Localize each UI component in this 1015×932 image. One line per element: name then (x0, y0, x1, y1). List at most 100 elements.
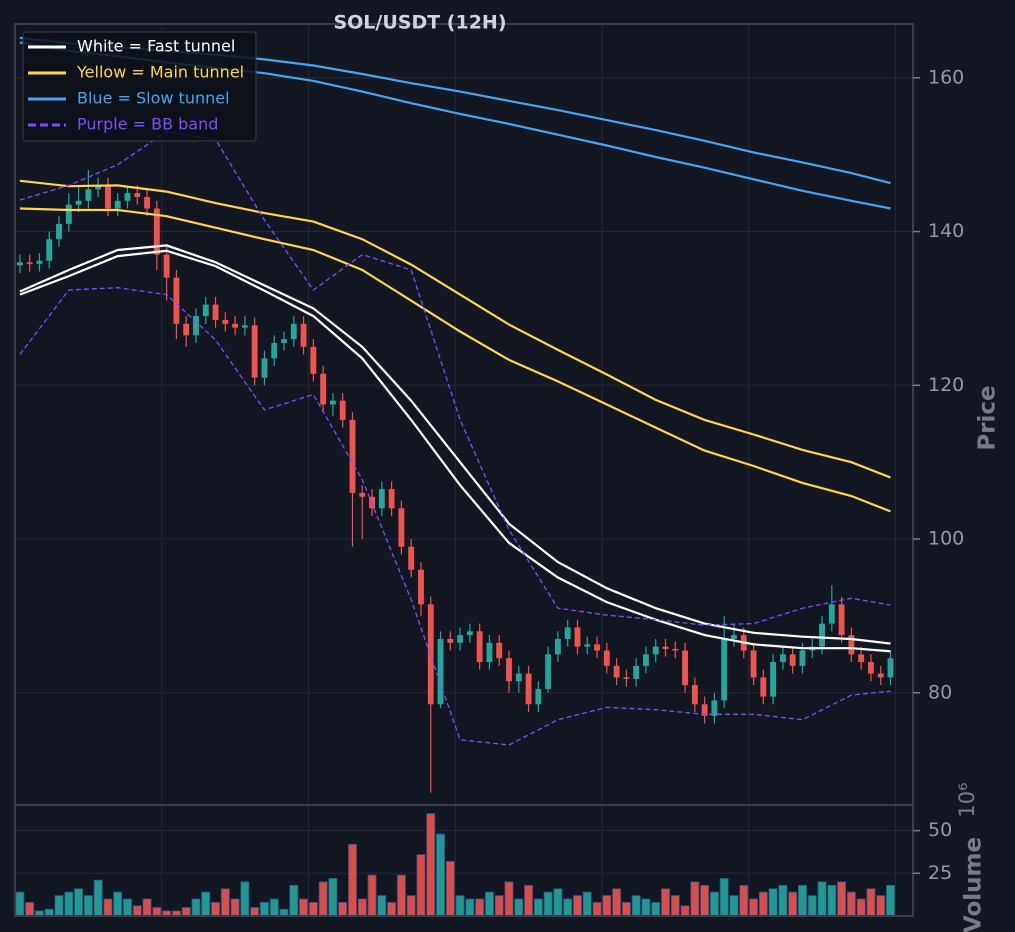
volume-bar (416, 854, 426, 916)
candle-body (437, 638, 444, 705)
volume-tick-label: 50 (928, 819, 952, 841)
volume-bar (93, 879, 103, 916)
volume-bar (426, 813, 436, 916)
volume-bar (758, 891, 768, 916)
volume-panel (15, 813, 896, 916)
volume-bar (729, 895, 739, 916)
candle-body (408, 546, 415, 570)
volume-bar (797, 884, 807, 916)
volume-bar (690, 881, 700, 916)
volume-frame (14, 804, 914, 917)
volume-bar (113, 891, 123, 916)
y-tick-label: 160 (928, 66, 964, 88)
volume-bar (641, 898, 651, 916)
volume-bar (15, 891, 25, 916)
legend: White = Fast tunnel Yellow = Main tunnel B… (22, 31, 257, 142)
volume-bar (152, 907, 162, 916)
volume-bar (367, 874, 377, 916)
candle-body (564, 627, 571, 639)
volume-bar (621, 901, 631, 916)
volume-bar (289, 884, 299, 916)
candle-body (261, 358, 268, 378)
candle-body (506, 658, 512, 682)
volume-bar (436, 833, 446, 916)
volume-bar (475, 898, 485, 916)
candle-body (838, 604, 845, 636)
volume-bar (514, 898, 524, 916)
volume-bar (876, 895, 886, 916)
chart-title: SOL/USDT (12H) (333, 12, 506, 34)
volume-bar (524, 884, 534, 916)
candle-body (104, 185, 111, 209)
volume-bar (543, 891, 553, 916)
candle-body (750, 650, 757, 678)
legend-label: White = Fast tunnel (77, 37, 235, 56)
candle-body (222, 319, 229, 324)
candle-body (378, 489, 385, 509)
candle-body (271, 343, 278, 359)
volume-bar (602, 895, 612, 916)
candle-body (682, 650, 689, 686)
y-tick-label: 140 (928, 220, 964, 242)
candle-body (525, 673, 532, 705)
candle-body (124, 193, 131, 201)
volume-bar (651, 901, 661, 916)
volume-bar (338, 901, 348, 916)
candle-body (95, 185, 102, 190)
candle-body (329, 400, 336, 405)
candle-body (779, 654, 786, 663)
volume-bar (553, 888, 563, 916)
candle-body (789, 654, 796, 666)
candle-body (144, 196, 150, 209)
candle-body (476, 631, 483, 663)
candle-body (65, 204, 72, 224)
volume-bar (670, 895, 680, 916)
legend-label: Blue = Slow tunnel (77, 89, 230, 108)
candle-body (418, 569, 424, 605)
volume-bar (768, 888, 778, 916)
legend-label: Purple = BB band (77, 115, 218, 134)
legend-label: Yellow = Main tunnel (76, 63, 244, 82)
volume-bar (259, 901, 269, 916)
candle-body (515, 673, 522, 682)
indicator-line (19, 179, 891, 479)
candle-body (85, 189, 92, 201)
candle-body (770, 662, 777, 697)
candle-body (290, 323, 297, 340)
candle-body (662, 646, 669, 649)
volume-bar (269, 898, 279, 916)
candle-body (26, 262, 33, 264)
volume-bar (582, 891, 592, 916)
candle-body (672, 648, 679, 651)
candle-body (760, 677, 767, 697)
volume-bar (122, 898, 133, 916)
candle-body (339, 400, 346, 420)
candle-body (232, 323, 239, 328)
candle-body (310, 346, 317, 374)
volume-bar (230, 898, 240, 916)
volume-bar (34, 910, 44, 916)
candle-body (877, 673, 884, 678)
volume-bar (455, 895, 465, 916)
candle-body (731, 635, 737, 639)
candle-body (163, 254, 170, 278)
volume-bar (827, 884, 837, 916)
volume-bar (308, 901, 318, 916)
volume-bar (357, 898, 367, 916)
volume-bar (484, 891, 494, 916)
candle-body (56, 223, 62, 240)
candle-body (701, 704, 708, 716)
candle-body (241, 325, 248, 328)
candle-body (153, 208, 160, 255)
candle-body (447, 638, 454, 643)
candle-body (594, 644, 600, 651)
volume-bar (347, 843, 357, 916)
candle-body (359, 492, 366, 497)
candle-body (584, 644, 591, 647)
volume-bar (866, 888, 876, 916)
volume-bar (83, 895, 93, 916)
volume-bar (631, 895, 641, 916)
volume-bar (680, 905, 690, 916)
volume-bar (377, 895, 387, 916)
